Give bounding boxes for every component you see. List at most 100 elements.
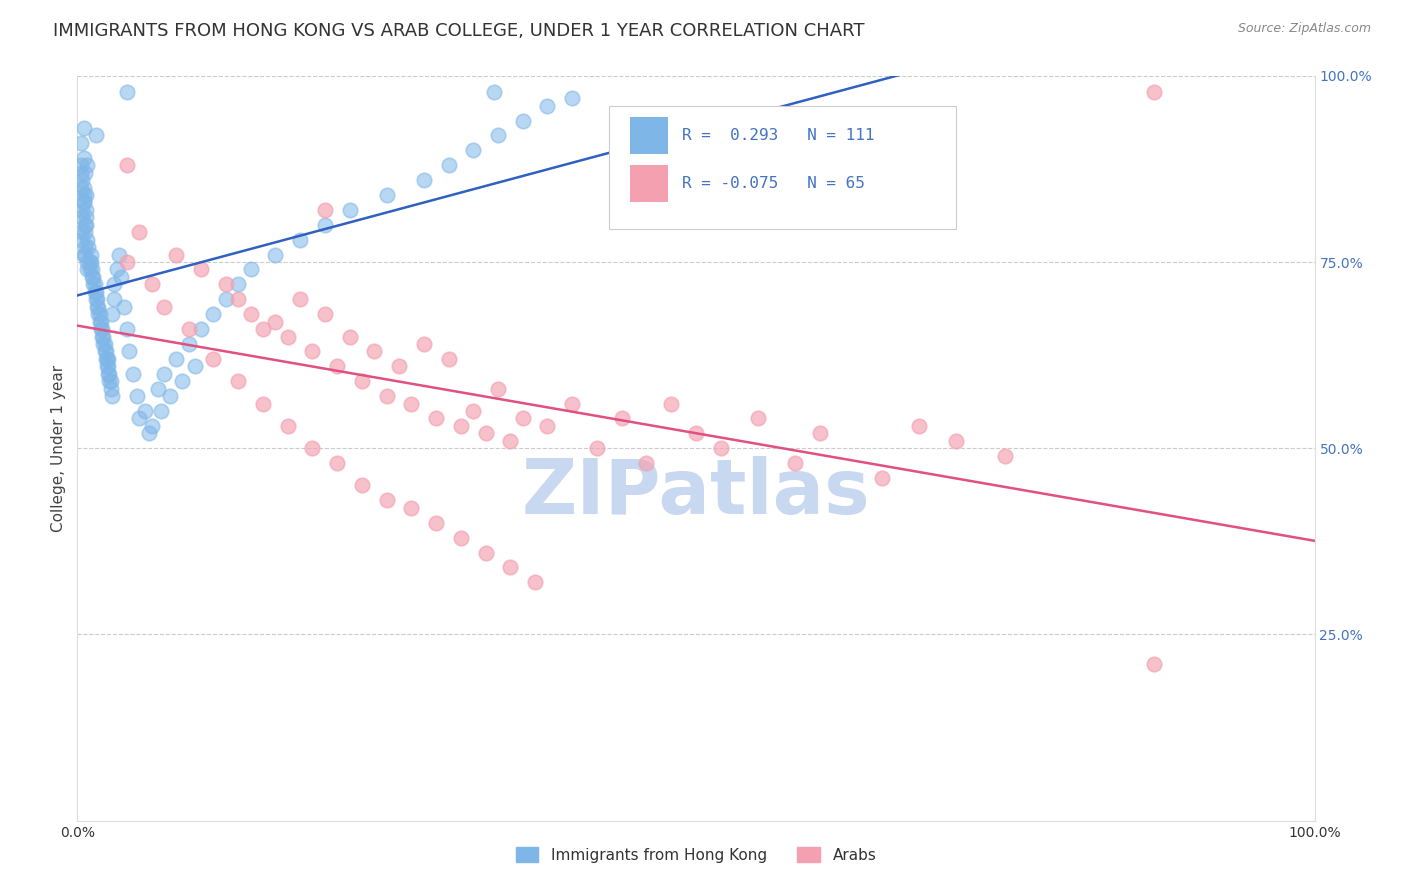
Y-axis label: College, Under 1 year: College, Under 1 year: [51, 365, 66, 532]
Point: [103, 277, 125, 292]
Point: [536, 98, 558, 112]
Point: [97, 367, 120, 381]
Point: [98, 374, 121, 388]
Point: [808, 426, 831, 441]
Point: [98, 367, 121, 381]
Point: [82, 277, 104, 292]
Point: [73, 225, 96, 239]
Point: [177, 337, 200, 351]
Point: [75, 218, 97, 232]
Point: [115, 158, 138, 172]
Point: [100, 374, 122, 388]
Bar: [630, 117, 668, 154]
Point: [90, 322, 112, 336]
Point: [314, 307, 336, 321]
Point: [97, 359, 120, 374]
Point: [239, 307, 262, 321]
Point: [72, 225, 94, 239]
Point: [110, 269, 132, 284]
Point: [401, 500, 423, 515]
Point: [75, 211, 97, 225]
Text: R = -0.075   N = 65: R = -0.075 N = 65: [682, 177, 865, 191]
Point: [84, 293, 107, 307]
Point: [75, 188, 97, 202]
Point: [87, 300, 110, 314]
Point: [91, 322, 114, 336]
Text: ZIPatlas: ZIPatlas: [522, 456, 870, 530]
Point: [73, 240, 96, 254]
Point: [401, 396, 423, 410]
Point: [141, 277, 163, 292]
Point: [685, 426, 707, 441]
Point: [561, 396, 583, 410]
Point: [134, 404, 156, 418]
Point: [86, 293, 108, 307]
Point: [437, 351, 460, 366]
Point: [83, 277, 105, 292]
Point: [87, 307, 110, 321]
Point: [425, 411, 447, 425]
Point: [91, 329, 114, 343]
Point: [72, 173, 94, 187]
Point: [388, 359, 411, 374]
Point: [610, 411, 633, 425]
Point: [172, 374, 194, 388]
Point: [636, 456, 658, 470]
Point: [72, 195, 94, 210]
Point: [70, 180, 93, 194]
Point: [301, 442, 323, 455]
Point: [76, 255, 98, 269]
Point: [80, 255, 103, 269]
Point: [226, 374, 249, 388]
Point: [375, 493, 398, 508]
Point: [100, 382, 122, 396]
Point: [79, 255, 101, 269]
Point: [425, 516, 447, 530]
Text: R =  0.293   N = 111: R = 0.293 N = 111: [682, 128, 875, 143]
Point: [463, 143, 485, 157]
Point: [128, 411, 150, 425]
Point: [412, 173, 434, 187]
Point: [437, 158, 460, 172]
Point: [339, 202, 361, 217]
Point: [586, 442, 609, 455]
Point: [89, 315, 111, 329]
Point: [288, 293, 311, 307]
Point: [277, 418, 299, 433]
Point: [82, 269, 104, 284]
Point: [512, 411, 534, 425]
Point: [945, 434, 967, 448]
Point: [82, 269, 104, 284]
Point: [710, 442, 733, 455]
Point: [326, 456, 349, 470]
Point: [70, 166, 93, 180]
Point: [1143, 657, 1166, 672]
Text: Source: ZipAtlas.com: Source: ZipAtlas.com: [1237, 22, 1371, 36]
Point: [125, 389, 148, 403]
Point: [165, 247, 187, 261]
FancyBboxPatch shape: [609, 105, 956, 228]
Point: [73, 247, 96, 261]
Point: [82, 262, 104, 277]
Point: [146, 382, 169, 396]
Point: [226, 277, 249, 292]
Point: [314, 218, 336, 232]
Point: [118, 344, 141, 359]
Point: [184, 359, 207, 374]
Point: [277, 329, 299, 343]
Point: [115, 255, 138, 269]
Point: [524, 575, 547, 590]
Point: [76, 233, 98, 247]
Point: [561, 91, 583, 105]
Point: [112, 300, 135, 314]
Point: [363, 344, 385, 359]
Point: [76, 262, 98, 277]
Point: [190, 262, 212, 277]
Point: [79, 262, 101, 277]
Point: [994, 449, 1017, 463]
Point: [474, 426, 496, 441]
Point: [512, 113, 534, 128]
Point: [450, 531, 472, 545]
Point: [474, 545, 496, 559]
Point: [153, 367, 176, 381]
